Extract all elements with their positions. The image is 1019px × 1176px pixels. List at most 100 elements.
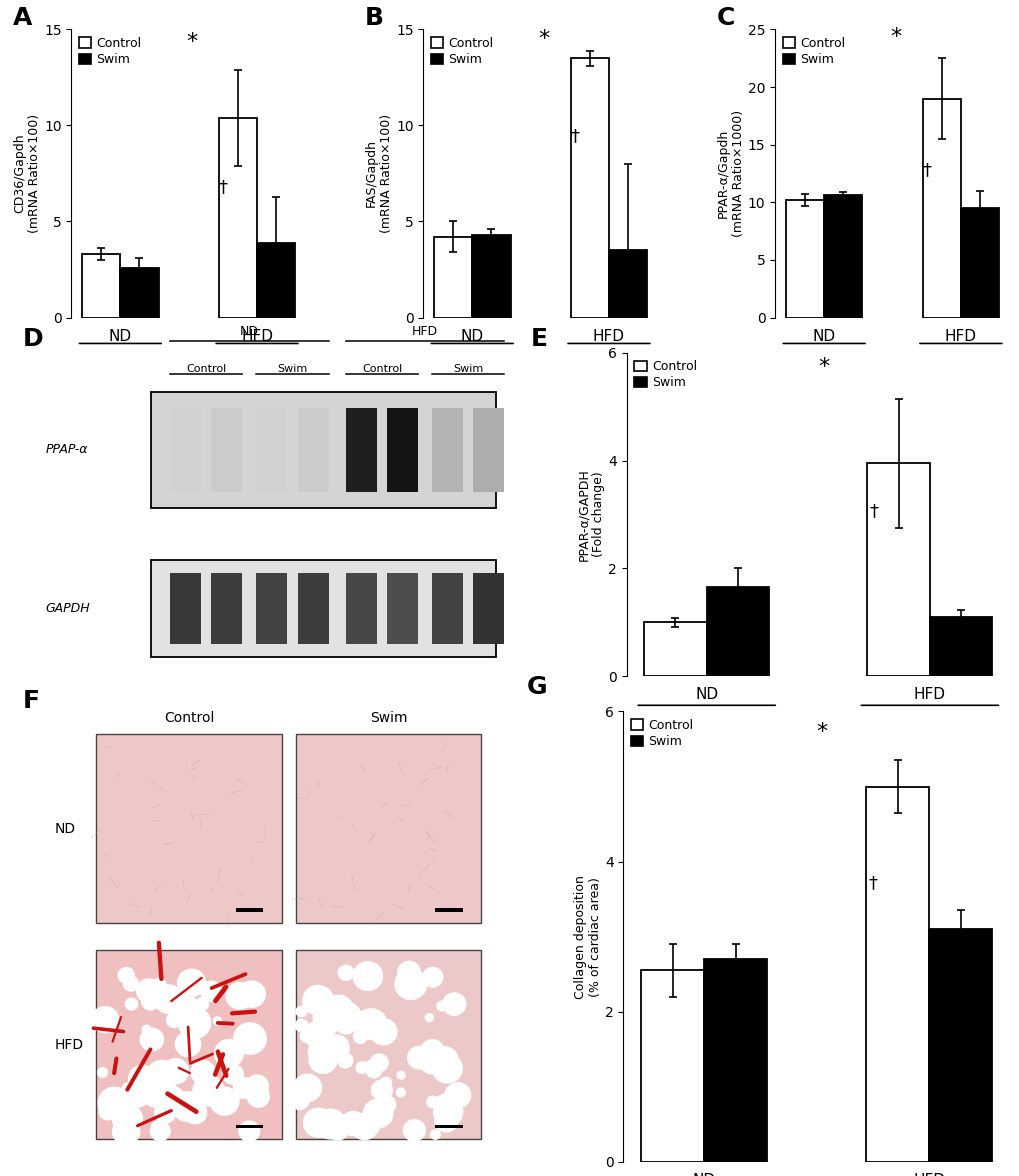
Circle shape (154, 1084, 173, 1103)
Circle shape (354, 1030, 367, 1043)
Circle shape (303, 1108, 333, 1137)
Y-axis label: FAS/Gapdh
(mRNA Ratio×100): FAS/Gapdh (mRNA Ratio×100) (365, 114, 392, 233)
Circle shape (99, 1103, 116, 1120)
Circle shape (162, 1058, 189, 1084)
Circle shape (365, 1060, 379, 1074)
Bar (170, 573, 201, 644)
Circle shape (183, 1102, 207, 1124)
Circle shape (140, 1028, 163, 1051)
Text: GAPDH: GAPDH (46, 602, 90, 615)
Circle shape (232, 1090, 242, 1100)
Text: B: B (365, 6, 383, 31)
Bar (151, 560, 495, 656)
Bar (434, 908, 463, 911)
Bar (472, 235, 511, 318)
Bar (97, 734, 281, 923)
Bar (644, 622, 706, 676)
Text: Control: Control (185, 363, 226, 374)
Bar (473, 573, 504, 644)
Y-axis label: CD36/Gapdh
(mRNA Ratio×100): CD36/Gapdh (mRNA Ratio×100) (13, 114, 41, 233)
Circle shape (433, 1098, 463, 1127)
Circle shape (151, 1121, 165, 1135)
Bar (235, 908, 263, 911)
Circle shape (371, 1080, 392, 1101)
Text: †: † (218, 179, 227, 196)
Bar (120, 268, 159, 318)
Circle shape (92, 1007, 118, 1033)
Circle shape (351, 1114, 378, 1140)
Bar (928, 929, 991, 1162)
Circle shape (309, 1047, 336, 1074)
Circle shape (112, 1118, 140, 1144)
Circle shape (408, 1047, 431, 1069)
Bar (257, 242, 296, 318)
Circle shape (425, 1014, 433, 1022)
Circle shape (126, 1084, 149, 1107)
Bar (785, 200, 823, 318)
Circle shape (438, 1056, 448, 1065)
Circle shape (403, 1120, 425, 1141)
Bar (823, 195, 862, 318)
Legend: Control, Swim: Control, Swim (429, 35, 494, 67)
Bar (865, 787, 928, 1162)
Circle shape (143, 1083, 168, 1107)
Circle shape (211, 1085, 219, 1094)
Circle shape (226, 983, 253, 1009)
Legend: Control, Swim: Control, Swim (781, 35, 846, 67)
Bar (345, 573, 376, 644)
Circle shape (137, 980, 161, 1003)
Circle shape (370, 1054, 388, 1071)
Circle shape (112, 1104, 143, 1134)
Circle shape (123, 976, 139, 991)
Circle shape (365, 1121, 379, 1134)
Circle shape (106, 1015, 116, 1025)
Circle shape (213, 1017, 221, 1025)
Text: *: * (538, 28, 549, 48)
Circle shape (305, 1021, 333, 1049)
Text: †: † (867, 874, 876, 891)
Circle shape (142, 1025, 151, 1034)
Circle shape (196, 997, 208, 1010)
Circle shape (325, 995, 353, 1022)
Circle shape (176, 1105, 187, 1116)
Circle shape (318, 1015, 338, 1035)
Bar (703, 960, 766, 1162)
Circle shape (246, 1075, 268, 1097)
Circle shape (434, 1094, 459, 1118)
Text: †: † (869, 502, 877, 520)
Circle shape (431, 1047, 458, 1073)
Text: D: D (22, 327, 43, 350)
Text: *: * (816, 722, 827, 742)
Circle shape (98, 1068, 107, 1077)
Circle shape (246, 1089, 254, 1097)
Bar (256, 408, 287, 492)
Bar (211, 573, 243, 644)
Circle shape (355, 1017, 372, 1034)
Circle shape (293, 1074, 321, 1102)
Circle shape (340, 1111, 365, 1136)
Circle shape (430, 1130, 440, 1140)
Bar (432, 408, 463, 492)
Text: ND: ND (239, 326, 259, 339)
Bar (706, 587, 768, 676)
Circle shape (152, 978, 166, 993)
Circle shape (214, 1040, 243, 1068)
Circle shape (174, 1108, 182, 1116)
Bar (387, 573, 418, 644)
Circle shape (353, 962, 382, 990)
Circle shape (150, 1122, 170, 1141)
Circle shape (323, 1035, 348, 1061)
Circle shape (210, 1088, 238, 1115)
Bar (296, 734, 481, 923)
Text: HFD: HFD (412, 326, 438, 339)
Circle shape (172, 1091, 203, 1122)
Bar (960, 208, 999, 318)
Circle shape (118, 968, 135, 983)
Text: †: † (570, 127, 579, 145)
Bar (298, 408, 328, 492)
Circle shape (296, 1007, 307, 1017)
Circle shape (432, 1054, 462, 1083)
Text: Control: Control (362, 363, 401, 374)
Bar (151, 392, 495, 508)
Bar (298, 573, 328, 644)
